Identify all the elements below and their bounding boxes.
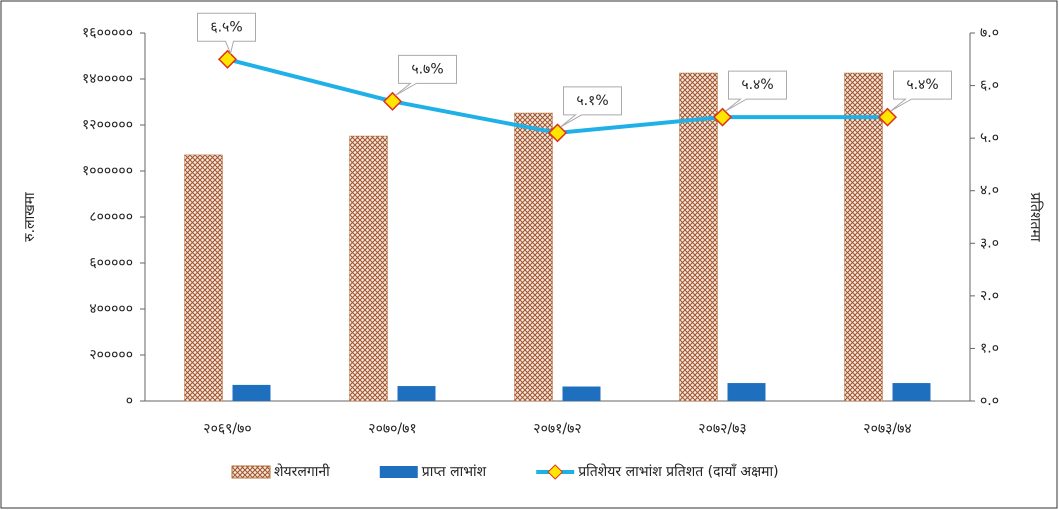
bar [892, 383, 931, 401]
legend-label: प्राप्त लाभांश [422, 464, 487, 480]
bar [184, 154, 223, 402]
y2-axis-label: प्रतिशतमा [1027, 192, 1044, 241]
x-tick-label: २०७१/७२ [533, 421, 581, 437]
bar [727, 383, 766, 401]
label-callout [197, 12, 256, 55]
legend-label: शेयरलगानी [274, 463, 330, 480]
y2-tick-label: ५.० [980, 130, 999, 146]
x-tick-label: २०७३/७४ [863, 421, 911, 437]
marker [547, 123, 568, 143]
legend-swatch [379, 466, 418, 478]
marker [712, 107, 733, 127]
y-tick-label: ० [126, 393, 133, 409]
x-tick-label: २०७०/७१ [368, 421, 416, 437]
marker [382, 91, 403, 111]
value-label: ५.४% [741, 77, 773, 93]
bar [514, 112, 553, 402]
y-tick-label: ६००००० [89, 255, 133, 271]
bar [679, 72, 718, 402]
y-axis-label: रु.लाखमा [22, 192, 38, 242]
x-tick-label: २०७२/७३ [698, 421, 746, 437]
marker [877, 107, 898, 127]
label-callout [890, 70, 952, 112]
y-tick-label: १०००००० [82, 163, 133, 179]
y-tick-label: ८००००० [89, 209, 133, 225]
legend-label: प्रतिशेयर लाभांश प्रतिशत (दायाँ अक्षमा) [578, 463, 778, 480]
y2-tick-label: २.० [980, 288, 999, 304]
y-tick-label: २००००० [89, 347, 133, 363]
y2-tick-label: ४.० [980, 183, 999, 199]
bar [562, 386, 601, 401]
value-label: ५.४% [906, 77, 938, 93]
y2-tick-label: १.० [980, 340, 999, 356]
x-tick-label: २०६९/७० [203, 421, 251, 437]
value-label: ६.५% [210, 19, 242, 35]
y-tick-label: १६००००० [82, 25, 133, 41]
value-label: ५.१% [576, 93, 608, 109]
label-callout [725, 70, 787, 112]
label-callout [560, 86, 622, 128]
bar [349, 135, 388, 402]
y2-tick-label: ७.० [980, 25, 999, 41]
bar [397, 386, 436, 401]
y2-tick-label: ०.० [980, 393, 999, 409]
bar [844, 72, 883, 402]
y2-tick-label: ३.० [980, 235, 999, 251]
value-label: ५.७% [411, 61, 443, 77]
y-tick-label: १२००००० [82, 117, 133, 133]
bar [232, 384, 271, 401]
label-callout [395, 54, 457, 96]
marker [217, 49, 238, 69]
y-tick-label: १४००००० [82, 71, 133, 87]
y-tick-label: ४००००० [89, 301, 133, 317]
legend-marker [547, 464, 563, 480]
y2-tick-label: ६.० [980, 78, 999, 94]
legend-swatch [231, 465, 271, 479]
